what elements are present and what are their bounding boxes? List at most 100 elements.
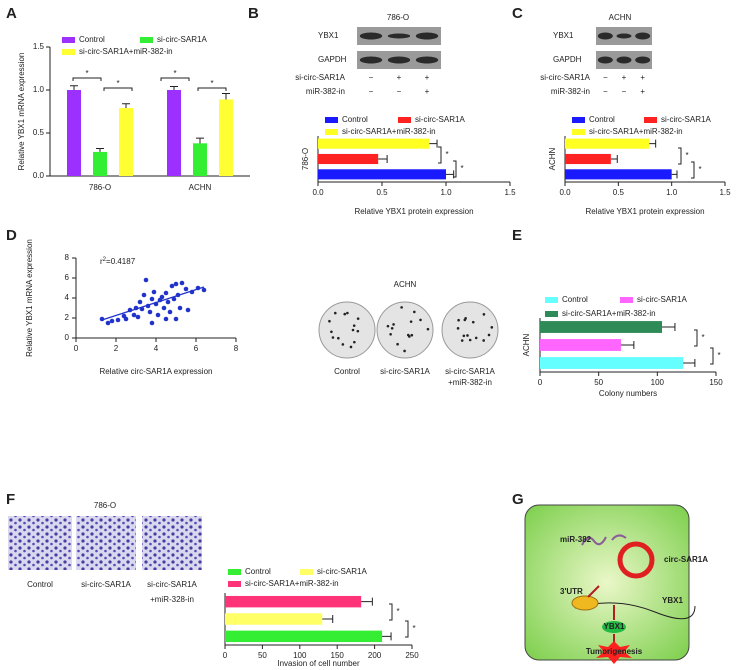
legend-label: Control xyxy=(245,567,271,576)
x-axis-label: Colony numbers xyxy=(599,389,657,398)
colony xyxy=(471,320,475,324)
bracket xyxy=(197,87,227,91)
significance-star: * xyxy=(173,69,176,78)
blot-title: ACHN xyxy=(609,13,632,22)
condition-sign: − xyxy=(369,87,374,96)
colony xyxy=(460,339,464,342)
colony xyxy=(408,335,411,338)
point xyxy=(155,312,161,318)
colony xyxy=(328,319,331,323)
condition-label: miR-382-in xyxy=(551,87,590,96)
point xyxy=(163,290,169,296)
significance-star: * xyxy=(717,351,720,360)
error-bar xyxy=(446,170,455,179)
x-axis-label: Invasion of cell number xyxy=(277,659,360,668)
bar xyxy=(565,153,611,165)
fit-line xyxy=(101,286,205,321)
blot-title: 786-O xyxy=(387,13,409,22)
point xyxy=(171,296,177,302)
significance-star: * xyxy=(116,79,119,88)
condition-sign: + xyxy=(425,73,430,82)
error-bar xyxy=(122,103,130,109)
image-label: si-circ-SAR1A xyxy=(445,367,495,376)
x-tick-label: 0.0 xyxy=(312,188,324,197)
panel-letter: C xyxy=(512,5,523,22)
legend-swatch xyxy=(325,117,338,123)
error-bar xyxy=(382,632,392,641)
legend-swatch xyxy=(228,581,241,587)
condition-sign: − xyxy=(603,73,608,82)
colony xyxy=(410,333,414,337)
blot-band xyxy=(635,32,651,40)
y-tick-label: 0.5 xyxy=(33,128,45,137)
error-bar xyxy=(662,323,676,331)
bracket xyxy=(710,347,714,365)
point xyxy=(185,307,191,313)
legend-swatch xyxy=(572,129,585,135)
bar xyxy=(119,108,133,176)
colony xyxy=(426,327,430,331)
annotation: r2=0.4187 xyxy=(100,257,136,267)
point xyxy=(201,287,207,293)
legend-swatch xyxy=(325,129,338,135)
point xyxy=(163,316,169,322)
legend-label: si-circ-SAR1A xyxy=(637,295,687,304)
point xyxy=(165,299,171,305)
x-tick-label: 2 xyxy=(114,344,119,353)
colony xyxy=(464,317,467,320)
legend-swatch xyxy=(62,37,75,43)
diagram-label: miR-382 xyxy=(560,535,592,544)
condition-sign: − xyxy=(622,87,627,96)
point xyxy=(179,280,185,286)
image-label: Control xyxy=(27,580,53,589)
blot-row-label: GAPDH xyxy=(553,55,582,64)
y-tick-label: ACHN xyxy=(548,147,557,170)
x-tick-label: 0.5 xyxy=(376,188,388,197)
point xyxy=(159,294,165,300)
colony xyxy=(457,318,460,322)
bar xyxy=(225,595,362,608)
circ-rna xyxy=(617,541,655,579)
diagram-label: circ-SAR1A xyxy=(664,555,708,564)
bracket xyxy=(405,620,409,638)
point xyxy=(173,281,179,287)
colony xyxy=(468,338,472,342)
blot-band xyxy=(597,56,613,64)
panel-letter: A xyxy=(6,5,17,22)
colony xyxy=(351,328,355,332)
ribosome xyxy=(571,595,599,611)
legend-label: si-circ-SAR1A+miR-382-in xyxy=(562,309,656,318)
condition-label: si-circ-SAR1A xyxy=(540,73,590,82)
legend-swatch xyxy=(644,117,657,123)
tumor-star xyxy=(596,641,632,664)
error-bar xyxy=(378,155,388,163)
significance-star: * xyxy=(210,79,213,88)
error-bar xyxy=(222,92,230,100)
x-tick-label: 0 xyxy=(74,344,79,353)
bar xyxy=(167,90,181,176)
colony xyxy=(409,320,413,323)
x-tick-label: 150 xyxy=(709,378,723,387)
panel-letter: G xyxy=(512,491,524,508)
point xyxy=(131,312,137,318)
y-tick-label: 1.5 xyxy=(33,42,45,51)
x-tick-label: 8 xyxy=(234,344,239,353)
bar xyxy=(540,339,621,351)
colony xyxy=(400,306,403,309)
image-label: Control xyxy=(334,367,360,376)
colony xyxy=(482,339,485,342)
legend-swatch xyxy=(62,49,75,55)
bar xyxy=(225,630,383,643)
condition-sign: − xyxy=(369,73,374,82)
legend-swatch xyxy=(398,117,411,123)
point xyxy=(167,309,173,315)
colony xyxy=(456,327,460,330)
colony xyxy=(349,345,353,349)
significance-star: * xyxy=(685,151,688,160)
x-tick-label: 0 xyxy=(223,651,228,660)
bar xyxy=(193,143,207,176)
blot-band xyxy=(415,56,439,64)
blot-band xyxy=(359,32,383,40)
plate xyxy=(441,301,499,359)
